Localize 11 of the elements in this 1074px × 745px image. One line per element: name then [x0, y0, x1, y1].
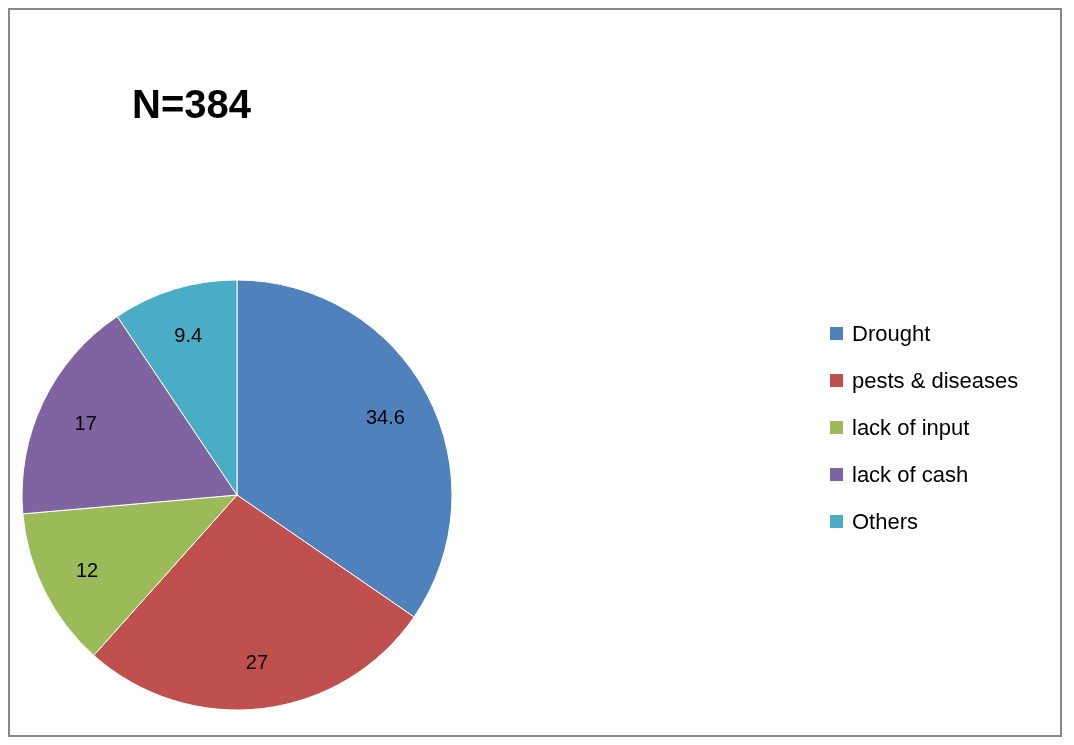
chart-title: N=384 [132, 82, 251, 127]
data-label: 34.6 [365, 405, 405, 428]
data-label: 27 [245, 650, 269, 673]
legend-label: lack of input [852, 414, 970, 441]
data-label: 9.4 [174, 323, 203, 346]
legend-label: Others [852, 508, 919, 535]
legend-label: Drought [852, 320, 931, 347]
legend-label: pests & diseases [852, 367, 1019, 394]
data-label: 17 [74, 411, 97, 434]
legend-label: lack of cash [852, 461, 969, 488]
data-label: 12 [75, 559, 99, 582]
